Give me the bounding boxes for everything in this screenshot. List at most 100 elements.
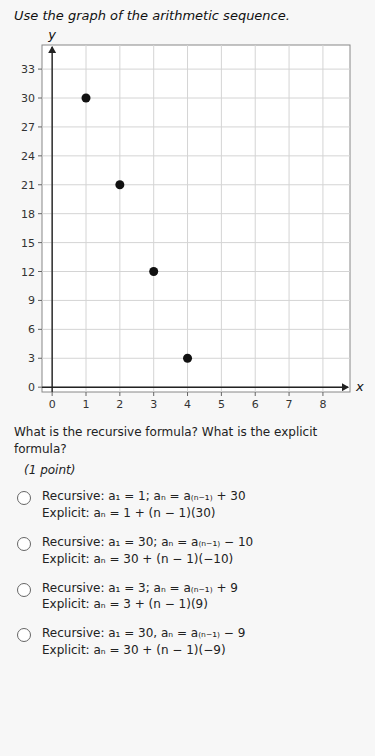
option: Recursive: a₁ = 3; aₙ = a₍ₙ₋₁₎ + 9Explic… (14, 580, 361, 614)
point (183, 354, 192, 363)
point (82, 94, 91, 103)
tick-x (221, 392, 222, 396)
tick-label-y: 12 (21, 266, 35, 279)
tick-y (38, 329, 42, 330)
tick-x (187, 392, 188, 396)
radio (16, 490, 32, 506)
tick-label-x: 7 (286, 398, 293, 411)
option-explicit: Explicit: aₙ = 30 + (n − 1)(−9) (42, 642, 245, 659)
option-lines: Recursive: a₁ = 1; aₙ = a₍ₙ₋₁₎ + 30Expli… (42, 488, 246, 522)
question: What is the recursive formula? What is t… (14, 424, 361, 458)
grid-line-y (42, 242, 350, 243)
tick-y (38, 69, 42, 70)
tick-x (289, 392, 290, 396)
tick-x (153, 392, 154, 396)
option: Recursive: a₁ = 1; aₙ = a₍ₙ₋₁₎ + 30Expli… (14, 488, 361, 522)
tick-y (38, 387, 42, 388)
option-recursive: Recursive: a₁ = 1; aₙ = a₍ₙ₋₁₎ + 30 (42, 488, 246, 505)
tick-label-y: 0 (28, 381, 35, 394)
tick-label-y: 30 (21, 92, 35, 105)
title: Use the graph of the arithmetic sequence… (14, 8, 290, 23)
option-recursive: Recursive: a₁ = 30; aₙ = a₍ₙ₋₁₎ − 10 (42, 534, 253, 551)
option-recursive: Recursive: a₁ = 3; aₙ = a₍ₙ₋₁₎ + 9 (42, 580, 238, 597)
tick-x (52, 392, 53, 396)
question-area: What is the recursive formula? What is t… (0, 420, 375, 659)
option-explicit: Explicit: aₙ = 30 + (n − 1)(−10) (42, 551, 253, 568)
grid-line-y (42, 329, 350, 330)
grid-line-y (42, 387, 350, 388)
tick-y (38, 184, 42, 185)
tick-label-y: 18 (21, 208, 35, 221)
tick-x (255, 392, 256, 396)
grid-line-y (42, 155, 350, 156)
tick-label-y: 9 (28, 294, 35, 307)
tick-label-y: 15 (21, 237, 35, 250)
grid-line-x (153, 45, 154, 392)
points (82, 94, 193, 363)
tick-label-y: 21 (21, 179, 35, 192)
tick-label-x: 2 (116, 398, 123, 411)
tick-y (38, 300, 42, 301)
tick-y (38, 98, 42, 99)
option-lines: Recursive: a₁ = 3; aₙ = a₍ₙ₋₁₎ + 9Explic… (42, 580, 238, 614)
tick-y (38, 358, 42, 359)
tick-label-y: 24 (21, 150, 35, 163)
grid-line-x (187, 45, 188, 392)
radio (16, 536, 32, 552)
tick-y (38, 271, 42, 272)
grid-line-y (42, 358, 350, 359)
option-lines: Recursive: a₁ = 30, aₙ = a₍ₙ₋₁₎ − 9Expli… (42, 625, 245, 659)
tick-label-x: 6 (252, 398, 259, 411)
tick-label-x: 3 (150, 398, 157, 411)
tick-label-x: 4 (184, 398, 191, 411)
tick-y (38, 242, 42, 243)
tick-label-x: 8 (319, 398, 326, 411)
grid-line-x (322, 45, 323, 392)
chart: Use the graph of the arithmetic sequence… (0, 0, 375, 420)
tick-y (38, 126, 42, 127)
tick-x (322, 392, 323, 396)
option: Recursive: a₁ = 30; aₙ = a₍ₙ₋₁₎ − 10Expl… (14, 534, 361, 568)
x-axis (42, 386, 348, 387)
option-explicit: Explicit: aₙ = 3 + (n − 1)(9) (42, 596, 238, 613)
y-axis (51, 47, 52, 392)
tick-label-x: 0 (49, 398, 56, 411)
tick-x (119, 392, 120, 396)
grid-line-y (42, 126, 350, 127)
grid-line-x (221, 45, 222, 392)
radio-circle (18, 492, 31, 505)
radio (16, 627, 32, 643)
tick-y (38, 155, 42, 156)
grid-line-y (42, 184, 350, 185)
grid-line-x (255, 45, 256, 392)
radio-circle (18, 629, 31, 642)
point (115, 180, 124, 189)
radio (16, 582, 32, 598)
tick-label-y: 6 (28, 323, 35, 336)
tick-label-y: 3 (28, 352, 35, 365)
x-axis-label: x (355, 379, 364, 394)
grid-line-y (42, 213, 350, 214)
y-axis-label: y (47, 27, 56, 42)
grid-line-x (289, 45, 290, 392)
grid (42, 45, 350, 392)
point-label: (1 point) (24, 462, 361, 479)
tick-label-x: 5 (218, 398, 225, 411)
tick-label-x: 1 (83, 398, 90, 411)
grid-line-y (42, 69, 350, 70)
option-lines: Recursive: a₁ = 30; aₙ = a₍ₙ₋₁₎ − 10Expl… (42, 534, 253, 568)
plot-frame (42, 45, 350, 392)
option-explicit: Explicit: aₙ = 1 + (n − 1)(30) (42, 505, 246, 522)
radio-circle (18, 537, 31, 550)
radio-circle (18, 583, 31, 596)
grid-line-y (42, 300, 350, 301)
tick-y (38, 213, 42, 214)
tick-label-y: 33 (21, 63, 35, 76)
option-recursive: Recursive: a₁ = 30, aₙ = a₍ₙ₋₁₎ − 9 (42, 625, 245, 642)
tick-x (86, 392, 87, 396)
point (149, 267, 158, 276)
grid-line-x (52, 45, 53, 392)
option: Recursive: a₁ = 30, aₙ = a₍ₙ₋₁₎ − 9Expli… (14, 625, 361, 659)
tick-label-y: 27 (21, 121, 35, 134)
grid-line-y (42, 271, 350, 272)
